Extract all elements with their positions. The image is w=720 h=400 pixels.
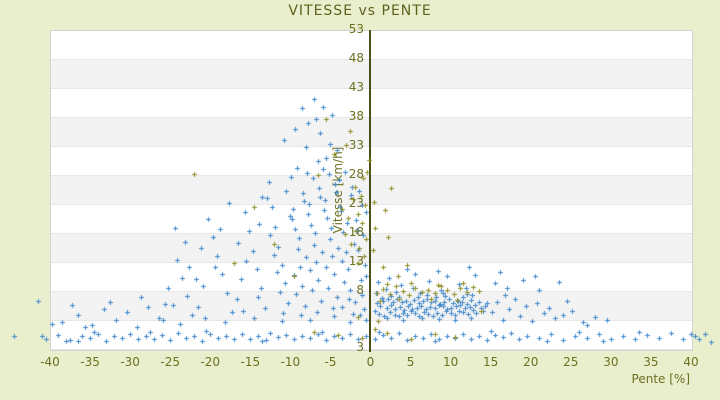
chart-container: VITESSE vs PENTE 53484338332823181383 -4… (0, 0, 720, 400)
scatter-points-canvas (0, 0, 720, 400)
